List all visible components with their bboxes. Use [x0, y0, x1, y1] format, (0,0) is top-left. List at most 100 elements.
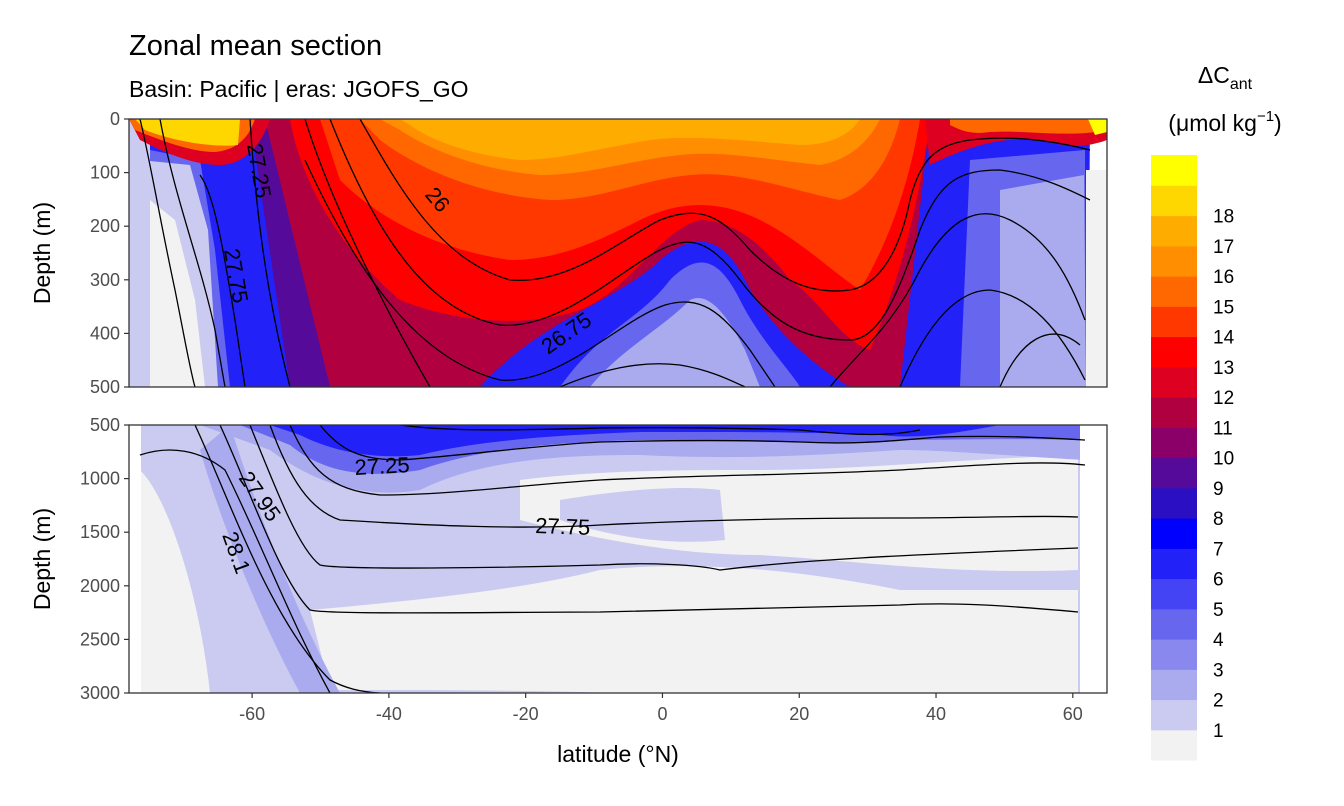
contour-line-26-75: [304, 159, 776, 387]
legend-tick-label: 7: [1213, 539, 1224, 560]
x-tick-label: 20: [789, 704, 809, 724]
contour-line: [249, 425, 1079, 571]
legend-title-subscript: ant: [1230, 76, 1253, 93]
y-tick-label: 1000: [80, 469, 120, 489]
legend-tick-label: 6: [1213, 570, 1224, 591]
legend-tick-label: 17: [1213, 237, 1234, 258]
legend-swatch: [1151, 457, 1197, 489]
panel-lower: 27.25 27.95 28.1 27.75 500 1000 1500 2000 25…: [80, 415, 1108, 703]
legend-colorbar: [1151, 155, 1197, 761]
legend-swatch: [1151, 578, 1197, 610]
contour-line-27-25: [319, 425, 1086, 461]
legend-swatch: [1151, 185, 1197, 217]
legend: ΔCant (μmol kg−1) 1234567891011121314151…: [1151, 62, 1282, 761]
lower-north-edge: [1080, 425, 1107, 693]
contour-line: [199, 174, 246, 387]
upper-amber: [400, 119, 860, 160]
x-tick-label: -40: [376, 704, 402, 724]
legend-swatch: [1151, 397, 1197, 428]
legend-swatch: [1151, 245, 1197, 277]
contour-line: [289, 425, 1086, 496]
y-tick-label: 0: [110, 109, 120, 129]
legend-swatch: [1151, 608, 1197, 640]
lower-south-white: [140, 470, 210, 693]
legend-units-close: ): [1274, 110, 1282, 136]
contour-line: [194, 425, 381, 693]
legend-swatch: [1151, 427, 1197, 459]
contour-line: [159, 119, 226, 387]
legend-swatch: [1151, 699, 1197, 731]
lower-deep-white: [310, 566, 1078, 693]
x-tick-label: 60: [1063, 704, 1083, 724]
legend-swatch: [1151, 215, 1197, 247]
contour-line: [559, 363, 746, 387]
legend-tick-label: 16: [1213, 267, 1234, 288]
contour-line: [219, 425, 1079, 614]
lower-contours: [139, 425, 1086, 693]
legend-swatch: [1151, 639, 1197, 670]
legend-tick-label: 12: [1213, 388, 1234, 409]
upper-north-surface-orange: [950, 119, 1107, 134]
y-tick-label: 400: [90, 323, 120, 343]
x-axis-label: latitude (°N): [557, 741, 679, 767]
contour-label: 27.75: [535, 513, 591, 540]
y-tick-label: 3000: [80, 683, 120, 703]
legend-tick-label: 9: [1213, 479, 1224, 500]
contour-line-26: [359, 119, 1091, 292]
y-tick-label: 200: [90, 216, 120, 236]
x-tick-label: -20: [513, 704, 539, 724]
legend-swatch: [1151, 729, 1197, 761]
x-tick-label: -60: [239, 704, 265, 724]
chart-subtitle: Basin: Pacific | eras: JGOFS_GO: [129, 76, 469, 102]
upper-south-white: [150, 200, 205, 387]
x-axis: -60 -40 -20 0 20 40 60: [239, 693, 1083, 724]
upper-contours: [139, 119, 1091, 387]
legend-tick-label: 14: [1213, 328, 1235, 349]
legend-tick-label: 18: [1213, 207, 1234, 228]
legend-tick-label: 10: [1213, 449, 1234, 470]
legend-swatch: [1151, 518, 1197, 549]
upper-center-pale: [590, 298, 760, 387]
contour-line-28-1: [139, 449, 331, 693]
y-axis-label-lower: Depth (m): [29, 508, 55, 610]
legend-tick-label: 3: [1213, 660, 1224, 681]
legend-tick-label: 5: [1213, 600, 1224, 621]
x-tick-label: 40: [926, 704, 946, 724]
lower-mid-pale-patch: [560, 488, 725, 542]
legend-tick-label: 8: [1213, 509, 1224, 530]
y-tick-label: 1500: [80, 522, 120, 542]
contour-line: [139, 119, 196, 387]
legend-swatch: [1151, 669, 1197, 701]
contour-label: 27.25: [354, 452, 410, 480]
legend-title-main: ΔC: [1198, 62, 1230, 88]
lower-mid-white: [520, 455, 1078, 572]
y-axis-label-upper: Depth (m): [29, 202, 55, 304]
legend-tick-label: 13: [1213, 358, 1234, 379]
legend-tick-label: 15: [1213, 297, 1234, 318]
upper-field: 27.25 27.75 26 26.75: [129, 119, 1107, 387]
x-tick-label: 0: [657, 704, 667, 724]
contour-line: [829, 213, 1086, 387]
lower-field: 27.25 27.95 28.1 27.75: [129, 425, 1107, 693]
upper-panel-border: [128, 118, 1108, 388]
legend-swatch: [1151, 548, 1197, 580]
upper-north-surface-yellow: [1088, 119, 1107, 135]
legend-swatch: [1151, 276, 1197, 307]
y-tick-label: 100: [90, 163, 120, 183]
legend-tick-label: 11: [1213, 418, 1233, 439]
legend-swatch: [1151, 306, 1197, 338]
y-tick-label: 500: [90, 377, 120, 397]
legend-title: ΔCant: [1198, 62, 1253, 93]
y-tick-label: 300: [90, 270, 120, 290]
legend-units-superscript: −1: [1257, 108, 1274, 125]
legend-swatch: [1151, 487, 1197, 519]
legend-swatch: [1151, 366, 1197, 398]
y-tick-label: 2000: [80, 576, 120, 596]
lower-upper-blue-7: [270, 425, 1000, 457]
lower-south-edge: [129, 425, 141, 693]
legend-tick-label: 2: [1213, 691, 1224, 712]
contour-line: [249, 119, 291, 387]
upper-y-axis: 0 100 200 300 400 500: [90, 109, 129, 397]
